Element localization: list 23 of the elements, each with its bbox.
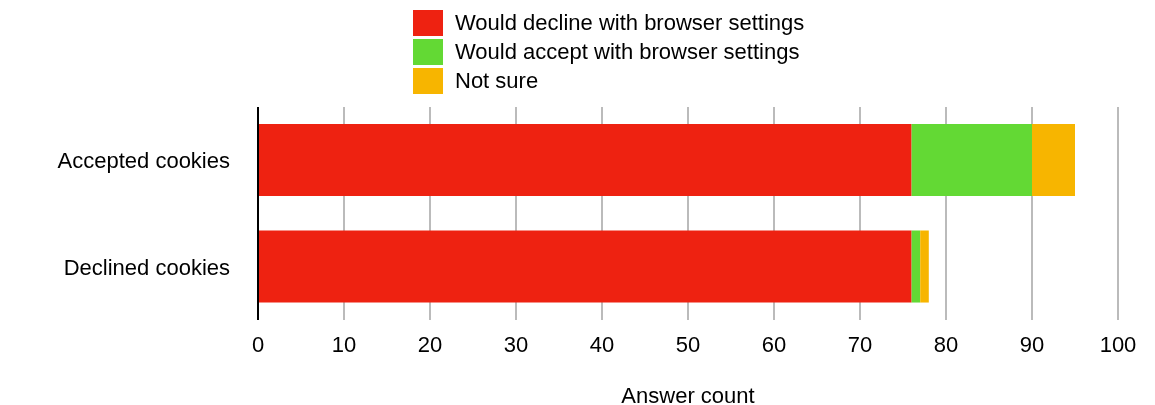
x-tick-label: 40 — [589, 331, 615, 357]
y-tick-label: Declined cookies — [63, 254, 230, 280]
bar — [258, 230, 912, 303]
bar — [920, 230, 929, 303]
x-axis-title: Answer count — [621, 383, 755, 405]
x-tick-label: 60 — [761, 331, 787, 357]
legend-label: Not sure — [455, 67, 539, 94]
x-tick-label: 80 — [933, 331, 959, 357]
x-tick-label: 70 — [847, 331, 873, 357]
x-tick-label: 100 — [1099, 331, 1137, 357]
bar — [1032, 124, 1075, 197]
x-tick-label: 20 — [417, 331, 443, 357]
bar — [911, 230, 921, 303]
y-tick-label: Accepted cookies — [57, 148, 230, 174]
legend-label: Would decline with browser settings — [455, 9, 805, 36]
x-tick-label: 30 — [503, 331, 529, 357]
bar — [258, 124, 912, 197]
legend-label: Would accept with browser settings — [455, 38, 800, 65]
x-tick-label: 50 — [675, 331, 701, 357]
x-tick-label: 90 — [1019, 331, 1045, 357]
bar — [911, 124, 1032, 197]
x-tick-label: 10 — [331, 331, 357, 357]
x-tick-label: 0 — [251, 331, 265, 357]
